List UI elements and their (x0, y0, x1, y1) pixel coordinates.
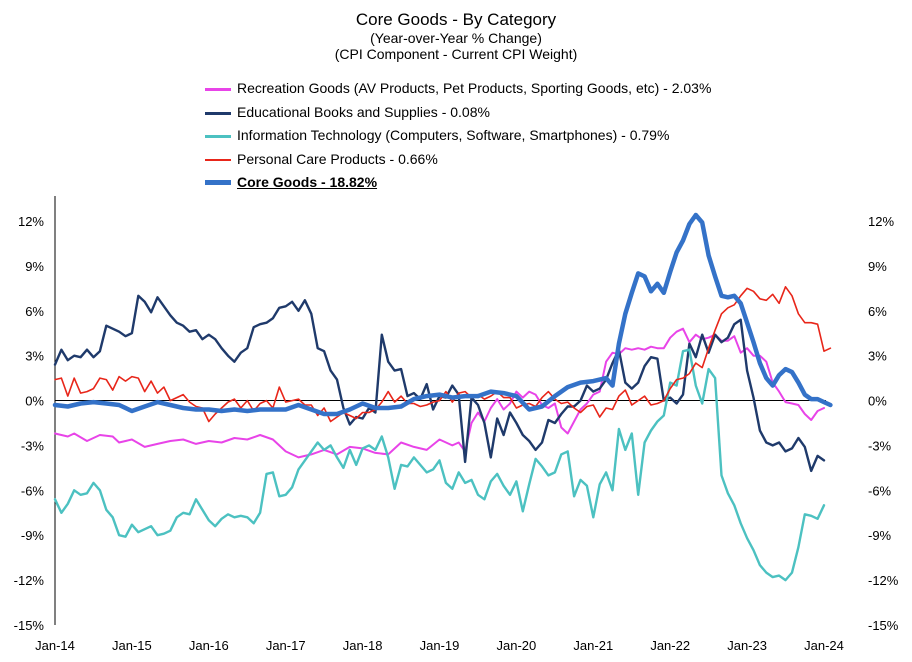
y-tick-label-left: -9% (21, 528, 45, 543)
y-tick-label-left: 6% (25, 304, 44, 319)
y-tick-label-right: -3% (868, 438, 892, 453)
x-tick-label: Jan-14 (35, 638, 75, 653)
x-tick-label: Jan-16 (189, 638, 229, 653)
y-tick-label-left: -6% (21, 483, 45, 498)
chart-subtitle-1: (Year-over-Year % Change) (370, 30, 542, 46)
legend-swatch-information-technology (205, 135, 231, 138)
y-tick-label-right: 12% (868, 214, 894, 229)
legend-item-core-goods: Core Goods - 18.82% (205, 172, 711, 196)
y-tick-label-right: 3% (868, 349, 887, 364)
legend-label-information-technology: Information Technology (Computers, Softw… (237, 127, 670, 143)
x-tick-label: Jan-21 (573, 638, 613, 653)
y-tick-label-left: -12% (14, 573, 45, 588)
legend-label-educational-books: Educational Books and Supplies - 0.08% (237, 103, 490, 120)
legend-label-personal-care: Personal Care Products - 0.66% (237, 150, 438, 167)
series-line-4 (52, 212, 833, 417)
legend-label-core-goods: Core Goods - 18.82% (237, 174, 378, 190)
series-line-3 (54, 286, 832, 423)
legend: Recreation Goods (AV Products, Pet Produ… (205, 78, 711, 196)
legend-swatch-educational-books (205, 111, 231, 115)
series-line-0 (54, 327, 825, 459)
y-tick-label-left: 12% (18, 214, 44, 229)
x-tick-label: Jan-24 (804, 638, 844, 653)
legend-swatch-personal-care (205, 158, 231, 161)
y-tick-label-right: 6% (868, 304, 887, 319)
y-tick-label-right: -12% (868, 573, 899, 588)
legend-label-recreation-goods: Recreation Goods (AV Products, Pet Produ… (237, 80, 712, 96)
y-tick-label-right: -9% (868, 528, 892, 543)
x-tick-label: Jan-22 (650, 638, 690, 653)
x-tick-label: Jan-20 (497, 638, 537, 653)
y-tick-label-left: 3% (25, 349, 44, 364)
y-tick-label-left: -15% (14, 618, 45, 633)
legend-item-recreation-goods: Recreation Goods (AV Products, Pet Produ… (205, 78, 711, 102)
legend-swatch-recreation-goods (205, 88, 231, 91)
series-line-1 (53, 294, 826, 473)
y-tick-label-left: 0% (25, 394, 44, 409)
y-tick-label-right: -6% (868, 483, 892, 498)
legend-item-personal-care: Personal Care Products - 0.66% (205, 149, 711, 173)
legend-swatch-core-goods (205, 180, 231, 185)
y-tick-label-right: 9% (868, 259, 887, 274)
chart-subtitle-2: (CPI Component - Current CPI Weight) (334, 46, 578, 62)
x-tick-label: Jan-15 (112, 638, 152, 653)
chart-title: Core Goods - By Category (355, 10, 557, 29)
x-tick-label: Jan-19 (420, 638, 460, 653)
chart-series-lines (52, 212, 833, 582)
legend-item-information-technology: Information Technology (Computers, Softw… (205, 125, 711, 149)
y-tick-label-right: 0% (868, 394, 887, 409)
y-tick-label-left: -3% (21, 438, 45, 453)
y-tick-label-right: -15% (868, 618, 899, 633)
x-tick-label: Jan-23 (727, 638, 767, 653)
legend-item-educational-books: Educational Books and Supplies - 0.08% (205, 102, 711, 126)
x-tick-label: Jan-18 (343, 638, 383, 653)
chart-title-block: Core Goods - By Category (Year-over-Year… (0, 10, 912, 62)
y-tick-label-left: 9% (25, 259, 44, 274)
x-tick-label: Jan-17 (266, 638, 306, 653)
chart-axes: 12% 12% 9% 9% 6% 6% 3% 3% 0% 0% -3% -3% -6% -6% -9% -9%… (14, 196, 899, 653)
series-line-2 (53, 348, 826, 582)
